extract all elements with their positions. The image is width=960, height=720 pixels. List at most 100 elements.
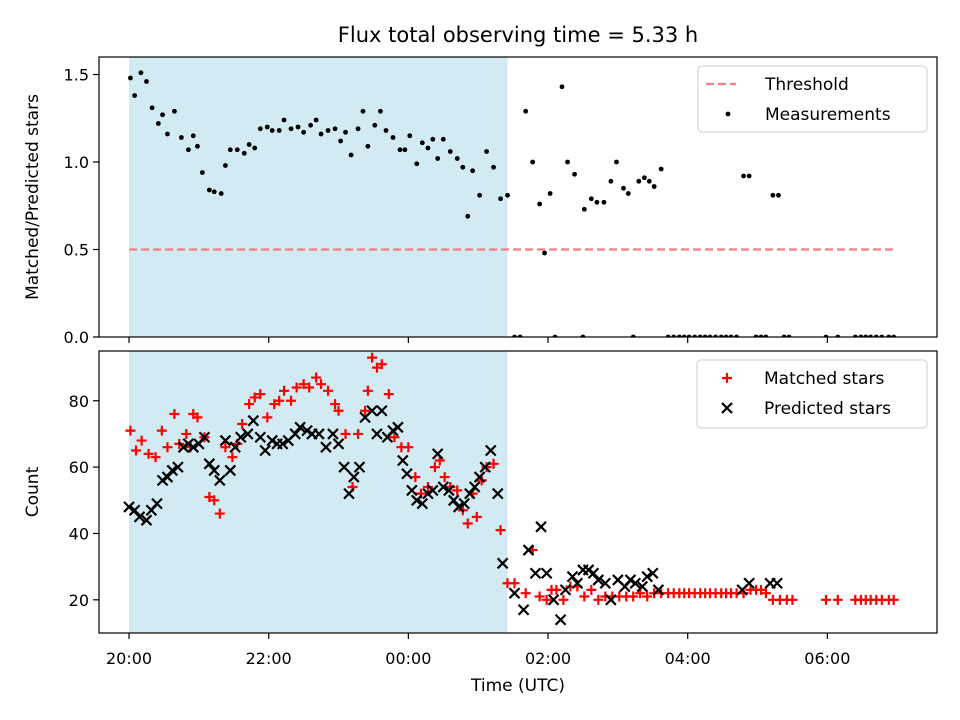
point-x: [571, 577, 584, 590]
point-plus: [220, 442, 231, 453]
point-plus: [820, 594, 831, 605]
point-x: [289, 428, 302, 440]
point-dot: [414, 161, 420, 167]
x-tick-label: 02:00: [525, 649, 571, 668]
point-x: [416, 497, 429, 510]
point-dot: [390, 135, 396, 140]
point-dot: [465, 213, 471, 219]
point-plus: [169, 409, 180, 420]
y-tick-label: 0.5: [64, 241, 89, 260]
point-plus: [286, 395, 297, 406]
x-tick-label: 20:00: [106, 649, 152, 668]
point-dot: [338, 138, 344, 144]
point-plus: [360, 405, 371, 416]
point-x: [313, 428, 325, 440]
point-x: [647, 567, 659, 580]
point-dot: [498, 196, 503, 202]
point-dot: [625, 191, 631, 196]
point-dot: [288, 126, 294, 132]
point-plus: [304, 382, 315, 393]
point-dot: [132, 93, 138, 98]
point-dot: [234, 147, 240, 153]
point-x: [540, 567, 553, 580]
point-dot: [241, 150, 247, 156]
point-x: [458, 497, 471, 510]
point-dot: [281, 117, 287, 123]
point-x: [771, 577, 783, 590]
point-dot: [257, 126, 263, 132]
point-x: [371, 428, 383, 440]
point-x: [172, 461, 184, 473]
point-plus: [131, 445, 142, 456]
point-dot: [348, 152, 354, 158]
point-plus: [422, 482, 433, 493]
y-tick-label: 1.0: [64, 153, 89, 172]
point-dot: [470, 168, 476, 174]
point-dot: [264, 124, 270, 130]
point-dot: [621, 185, 626, 191]
point-plus: [136, 435, 147, 446]
point-dot: [594, 199, 600, 205]
x-tick-label: 22:00: [246, 649, 292, 668]
point-dot: [144, 79, 149, 84]
point-x: [629, 577, 642, 590]
point-plus: [162, 442, 173, 453]
point-plus: [237, 418, 248, 429]
point-dot: [165, 131, 170, 137]
point-plus: [471, 511, 482, 522]
point-dot: [360, 108, 366, 114]
y-tick-label: 20: [69, 591, 89, 610]
point-dot: [295, 124, 301, 130]
point-plus: [520, 588, 531, 599]
y-tick-label: 60: [69, 458, 89, 477]
point-plus: [316, 379, 327, 390]
point-x: [198, 431, 211, 444]
legend: Matched stars Predicted stars: [696, 359, 928, 429]
point-dot: [419, 140, 425, 146]
point-dot: [332, 126, 338, 132]
point-dot: [547, 191, 553, 196]
point-dot: [658, 166, 664, 172]
legend-label: Matched stars: [764, 369, 884, 389]
point-plus: [227, 452, 238, 463]
point-dot: [770, 192, 776, 198]
y-axis-label: Matched/Predicted stars: [23, 94, 43, 300]
point-x: [128, 504, 141, 517]
point-dot: [646, 178, 652, 184]
point-dot: [425, 145, 431, 151]
point-dot: [325, 128, 331, 133]
point-plus: [209, 495, 220, 506]
point-dot: [402, 147, 408, 153]
point-plus: [551, 584, 562, 595]
legend-dot-swatch: [725, 111, 731, 117]
point-x: [214, 474, 226, 487]
point-dot: [565, 159, 570, 165]
point-x: [161, 471, 174, 483]
axes-frame: [98, 350, 938, 634]
y-axis-label: Count: [23, 466, 43, 517]
point-x: [259, 444, 271, 457]
point-x: [401, 467, 413, 480]
point-plus: [330, 399, 341, 410]
point-x: [522, 544, 535, 556]
point-plus: [579, 591, 590, 602]
point-x: [123, 501, 135, 513]
point-plus: [362, 385, 373, 396]
point-dot: [491, 164, 496, 170]
point-plus: [383, 389, 394, 400]
y-tick-label: 80: [69, 392, 89, 411]
point-dot: [195, 143, 200, 149]
point-x: [566, 570, 579, 583]
point-x: [437, 481, 450, 493]
point-x: [224, 464, 237, 477]
point-x: [554, 613, 567, 626]
point-plus: [298, 379, 309, 390]
point-x: [276, 438, 289, 450]
point-plus: [249, 392, 260, 403]
point-plus: [353, 428, 364, 439]
point-dot: [614, 159, 619, 165]
point-x: [431, 448, 444, 460]
point-x: [491, 487, 504, 500]
point-dot: [211, 189, 217, 195]
point-x: [376, 404, 388, 417]
